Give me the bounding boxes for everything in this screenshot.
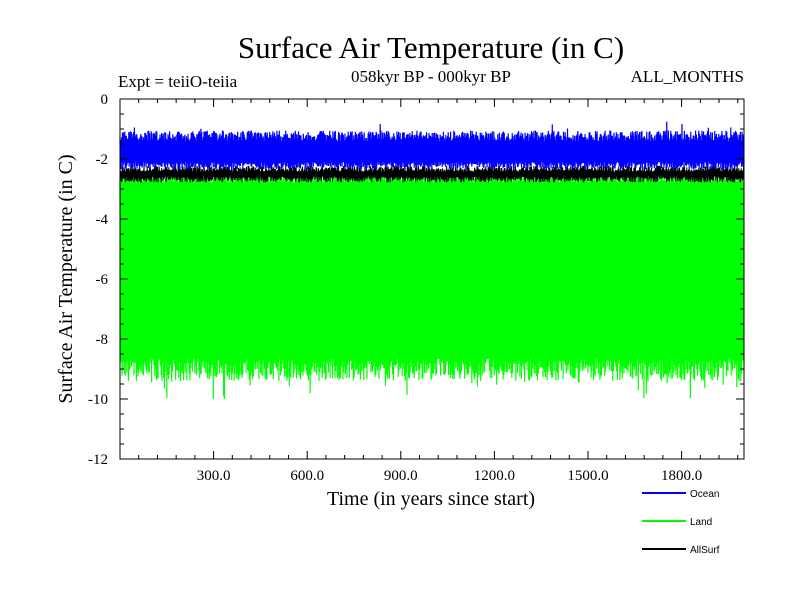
x-axis-label: Time (in years since start) <box>327 488 535 510</box>
y-axis-label: Surface Air Temperature (in C) <box>55 154 77 403</box>
series-line-ocean <box>119 121 745 170</box>
y-tick-label: 0 <box>101 92 109 108</box>
experiment-label: Expt = teiiO-teiia <box>118 72 238 91</box>
x-tick-label: 600.0 <box>290 468 324 484</box>
y-tick-label: -2 <box>96 152 109 168</box>
y-tick-label: -6 <box>96 272 109 288</box>
y-tick-label: -8 <box>96 332 109 348</box>
chart-title: Surface Air Temperature (in C) <box>238 30 624 65</box>
y-tick-label: -10 <box>88 392 108 408</box>
legend-label-allsurf: AllSurf <box>690 545 720 556</box>
series-layer <box>119 121 745 399</box>
y-tick-label: -4 <box>96 212 109 228</box>
x-tick-label: 900.0 <box>384 468 418 484</box>
months-label: ALL_MONTHS <box>631 67 744 86</box>
series-line-land <box>119 169 745 399</box>
ticks-layer: 300.0 600.0 900.0 1200.0 1500.0 1800.0 0 -2 -4 -6… <box>88 92 744 484</box>
x-tick-label: 300.0 <box>197 468 231 484</box>
legend: Ocean Land AllSurf <box>642 489 720 556</box>
x-tick-label: 1200.0 <box>474 468 515 484</box>
chart-subtitle: 058kyr BP - 000kyr BP <box>351 67 511 86</box>
series-line-allsurf <box>119 165 745 183</box>
x-tick-label: 1500.0 <box>567 468 608 484</box>
legend-label-land: Land <box>690 517 712 528</box>
y-tick-label: -12 <box>88 452 108 468</box>
x-tick-label: 1800.0 <box>661 468 702 484</box>
legend-label-ocean: Ocean <box>690 489 719 500</box>
